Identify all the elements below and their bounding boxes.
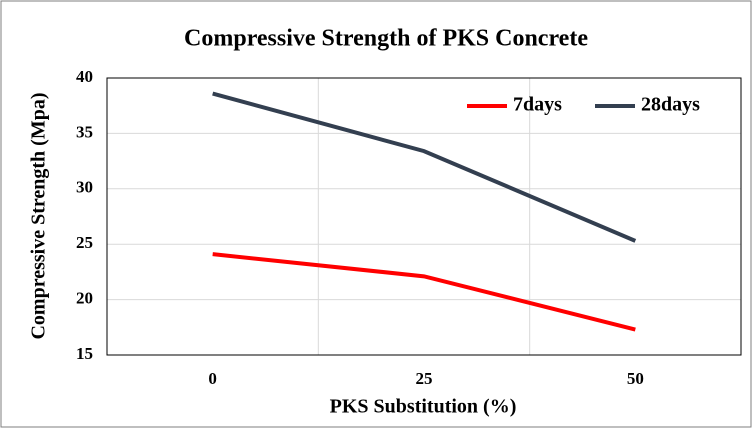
chart-title: Compressive Strength of PKS Concrete — [184, 26, 588, 52]
y-axis-label: Compressive Strength (Mpa) — [28, 92, 50, 339]
line-series — [212, 91, 637, 243]
line-series — [212, 252, 636, 332]
x-axis-label: PKS Substitution (%) — [330, 396, 517, 418]
legend-label: 7days — [513, 94, 562, 116]
y-tick-label: 20 — [76, 289, 93, 308]
y-tick-label: 15 — [76, 344, 93, 363]
x-tick-label: 50 — [627, 369, 644, 388]
x-tick-label: 0 — [208, 369, 217, 388]
y-tick-label: 30 — [76, 178, 93, 197]
x-tick-label: 25 — [416, 369, 433, 388]
y-tick-label: 35 — [76, 122, 93, 141]
plot-frame — [106, 77, 742, 356]
legend-label: 28days — [641, 94, 700, 116]
y-tick-label: 25 — [76, 233, 93, 252]
y-tick-label: 40 — [76, 67, 93, 86]
